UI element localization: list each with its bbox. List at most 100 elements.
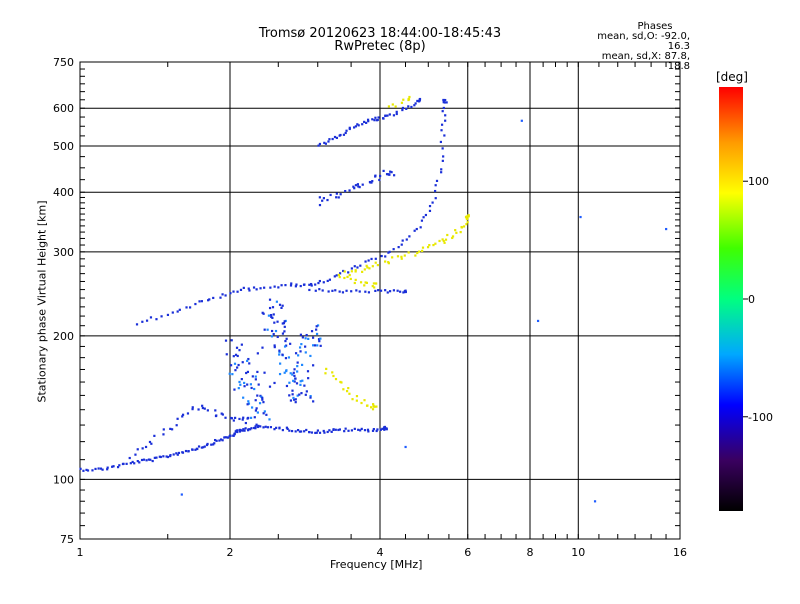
y-tick-label: 500 bbox=[53, 140, 74, 153]
data-point bbox=[370, 257, 373, 261]
data-point bbox=[385, 428, 388, 431]
data-point bbox=[238, 380, 241, 384]
data-point bbox=[356, 183, 360, 186]
data-point bbox=[431, 201, 434, 204]
y-tick-label: 100 bbox=[53, 473, 74, 486]
data-point bbox=[160, 315, 163, 318]
data-point bbox=[442, 239, 445, 243]
data-point bbox=[293, 374, 296, 377]
data-point bbox=[312, 344, 315, 347]
data-point bbox=[282, 322, 285, 325]
data-point bbox=[343, 270, 346, 273]
data-point bbox=[155, 318, 158, 321]
data-point bbox=[441, 110, 444, 113]
data-point bbox=[111, 465, 114, 468]
data-point bbox=[361, 270, 364, 273]
data-point bbox=[339, 272, 342, 275]
data-point bbox=[198, 300, 201, 303]
data-point bbox=[215, 439, 218, 442]
data-point bbox=[181, 413, 185, 416]
data-point bbox=[391, 256, 394, 259]
data-point bbox=[265, 413, 268, 416]
data-point bbox=[371, 265, 374, 268]
data-point bbox=[314, 283, 317, 286]
data-point bbox=[408, 95, 411, 99]
data-point bbox=[443, 241, 446, 244]
x-tick-label: 2 bbox=[227, 546, 234, 559]
data-point bbox=[294, 377, 297, 380]
data-point bbox=[322, 281, 325, 284]
data-point bbox=[229, 364, 233, 367]
data-point bbox=[422, 216, 425, 219]
data-point bbox=[520, 119, 523, 122]
data-point bbox=[374, 261, 377, 264]
data-point bbox=[281, 353, 284, 356]
data-point bbox=[359, 281, 363, 284]
data-point bbox=[298, 430, 302, 433]
x-tick-label: 10 bbox=[571, 546, 585, 559]
data-point bbox=[240, 378, 243, 381]
data-point bbox=[236, 290, 239, 293]
data-point bbox=[133, 462, 136, 465]
data-point bbox=[304, 345, 307, 348]
data-point bbox=[300, 343, 303, 346]
data-point bbox=[372, 403, 375, 406]
data-point bbox=[283, 330, 286, 333]
data-point bbox=[218, 439, 221, 442]
data-point bbox=[434, 184, 437, 187]
data-point bbox=[381, 427, 384, 430]
data-point bbox=[242, 416, 245, 419]
data-point bbox=[413, 229, 416, 232]
y-tick-labels: 75 100 200 300 400 500 600 750 bbox=[53, 56, 74, 546]
data-point bbox=[254, 425, 257, 428]
data-point bbox=[224, 339, 228, 342]
data-point bbox=[340, 381, 343, 384]
data-point bbox=[144, 445, 148, 449]
data-point bbox=[289, 342, 292, 345]
data-point bbox=[203, 445, 206, 448]
data-point bbox=[410, 105, 413, 109]
data-point bbox=[246, 383, 249, 386]
data-point bbox=[286, 427, 289, 431]
data-point bbox=[332, 374, 335, 378]
data-point bbox=[379, 174, 382, 178]
data-point bbox=[361, 123, 364, 126]
data-point bbox=[342, 388, 345, 391]
data-point bbox=[402, 291, 405, 294]
gridlines bbox=[80, 62, 680, 539]
data-point bbox=[357, 428, 360, 431]
data-point bbox=[276, 320, 279, 323]
data-point bbox=[303, 384, 306, 387]
data-point bbox=[293, 380, 296, 383]
y-tick-label: 600 bbox=[53, 102, 74, 115]
colorbar-ticks: 100 0 -100 bbox=[743, 175, 773, 424]
data-point bbox=[358, 290, 361, 293]
data-point bbox=[424, 213, 428, 217]
data-point bbox=[294, 430, 297, 433]
data-point bbox=[344, 189, 347, 193]
data-point bbox=[337, 196, 340, 199]
data-point bbox=[446, 233, 449, 237]
data-point bbox=[366, 266, 369, 269]
data-point bbox=[238, 417, 241, 421]
data-point bbox=[328, 138, 331, 141]
data-point bbox=[233, 388, 236, 391]
data-point bbox=[293, 368, 296, 371]
data-point bbox=[214, 409, 217, 412]
data-point bbox=[197, 408, 200, 411]
data-point bbox=[261, 346, 264, 349]
data-point bbox=[327, 290, 330, 293]
data-point bbox=[404, 289, 407, 292]
data-point bbox=[314, 431, 317, 435]
data-point bbox=[187, 450, 190, 453]
data-point bbox=[348, 127, 351, 131]
data-point bbox=[325, 367, 328, 371]
data-point bbox=[387, 173, 390, 176]
data-point bbox=[385, 173, 389, 176]
data-point bbox=[212, 443, 215, 446]
data-point bbox=[373, 286, 376, 289]
data-point bbox=[149, 316, 153, 319]
data-point bbox=[273, 321, 276, 324]
data-point bbox=[299, 383, 302, 386]
